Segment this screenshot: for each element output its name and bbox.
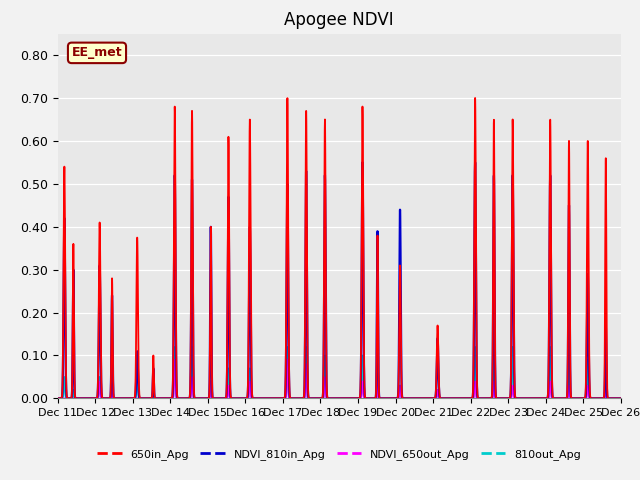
- Legend: 650in_Apg, NDVI_810in_Apg, NDVI_650out_Apg, 810out_Apg: 650in_Apg, NDVI_810in_Apg, NDVI_650out_A…: [93, 444, 586, 464]
- Title: Apogee NDVI: Apogee NDVI: [284, 11, 394, 29]
- Text: EE_met: EE_met: [72, 47, 122, 60]
